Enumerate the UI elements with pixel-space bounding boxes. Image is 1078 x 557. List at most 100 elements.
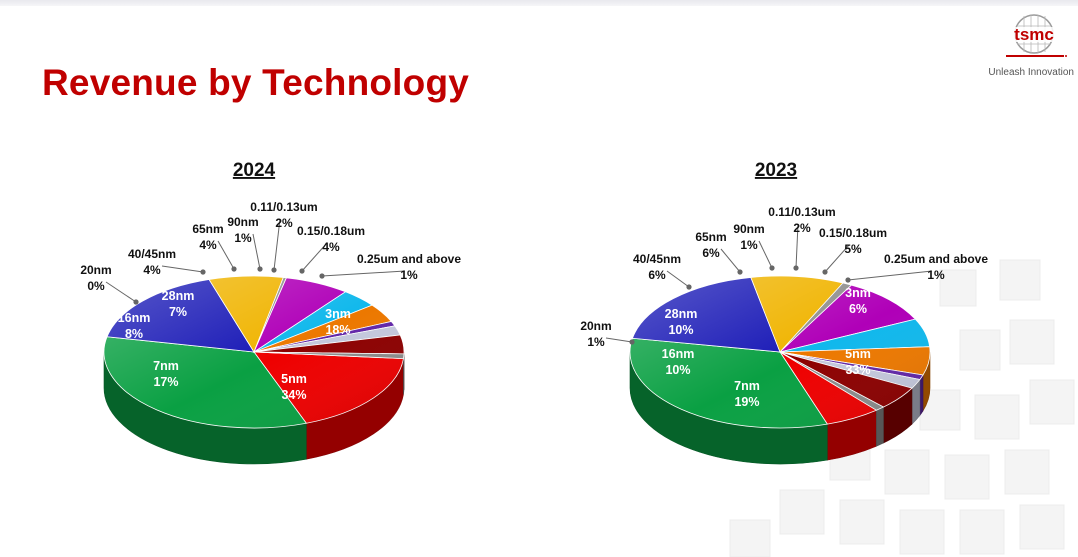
leader-line bbox=[758, 240, 773, 269]
leader-line bbox=[217, 240, 235, 270]
leader-dot bbox=[231, 266, 237, 272]
pie-chart-2024: 20243nm18%5nm34%7nm17%16nm8%20nm0%28nm7%… bbox=[80, 160, 461, 465]
leader-dot bbox=[793, 265, 799, 271]
leader-dot bbox=[769, 265, 775, 271]
label-value: 4% bbox=[199, 238, 217, 252]
pie-side-90nm bbox=[919, 373, 924, 417]
label-category: 0.15/0.18um bbox=[819, 226, 887, 240]
label-value: 1% bbox=[927, 268, 945, 282]
label-category: 0.11/0.13um bbox=[768, 205, 835, 219]
data-label-0-11-0-13um: 0.11/0.13um 2% bbox=[250, 200, 318, 273]
data-label-0-15-0-18um: 0.15/0.18um 4% bbox=[297, 224, 365, 274]
chart-title: 2023 bbox=[755, 160, 797, 181]
label-category: 90nm bbox=[227, 215, 258, 229]
data-label-16nm: 16nm 8% bbox=[118, 311, 151, 341]
label-value: 34% bbox=[281, 388, 306, 402]
label-value: 1% bbox=[587, 335, 605, 349]
label-value: 2% bbox=[275, 216, 293, 230]
leader-dot bbox=[822, 269, 828, 275]
data-label-20nm: 20nm 0% bbox=[80, 263, 139, 305]
label-category: 28nm bbox=[162, 289, 195, 303]
label-category: 20nm bbox=[580, 319, 611, 333]
label-value: 4% bbox=[143, 263, 161, 277]
data-label-40-45nm: 40/45nm 4% bbox=[128, 247, 206, 277]
data-label-0-15-0-18um: 0.15/0.18um 5% bbox=[819, 226, 887, 275]
label-value: 10% bbox=[668, 323, 693, 337]
leader-line bbox=[847, 270, 933, 281]
label-value: 1% bbox=[740, 238, 758, 252]
data-label-90nm: 90nm 1% bbox=[227, 215, 263, 272]
label-value: 8% bbox=[125, 327, 143, 341]
leader-dot bbox=[200, 269, 206, 275]
leader-dot bbox=[133, 299, 139, 305]
tsmc-wafer-logo-icon: tsmc bbox=[1004, 14, 1067, 57]
leader-line bbox=[321, 270, 406, 277]
label-value: 6% bbox=[702, 246, 720, 260]
data-label-0-25um-and-above: 0.25um and above 1% bbox=[319, 252, 461, 282]
data-label-65nm: 65nm 6% bbox=[695, 230, 743, 275]
label-category: 40/45nm bbox=[633, 252, 681, 266]
label-value: 2% bbox=[793, 221, 811, 235]
label-value: 4% bbox=[322, 240, 340, 254]
label-value: 1% bbox=[234, 231, 252, 245]
chart-title: 2024 bbox=[233, 160, 276, 181]
label-value: 7% bbox=[169, 305, 187, 319]
pie-side-0-25um-and-above bbox=[876, 406, 884, 447]
leader-dot bbox=[319, 273, 325, 279]
top-border bbox=[0, 0, 1078, 6]
leader-dot bbox=[629, 339, 635, 345]
leader-dot bbox=[686, 284, 692, 290]
label-value: 18% bbox=[325, 323, 350, 337]
data-label-28nm: 28nm 7% bbox=[162, 289, 195, 319]
logo-tagline: Unleash Innovation bbox=[988, 67, 1074, 78]
data-label-28nm: 28nm 10% bbox=[665, 307, 698, 337]
label-category: 7nm bbox=[153, 359, 179, 373]
label-value: 10% bbox=[665, 363, 690, 377]
label-category: 5nm bbox=[281, 372, 307, 386]
label-category: 65nm bbox=[192, 222, 223, 236]
label-value: 17% bbox=[153, 375, 178, 389]
label-value: 0% bbox=[87, 279, 105, 293]
data-label-0-11-0-13um: 0.11/0.13um 2% bbox=[768, 205, 836, 271]
leader-line bbox=[795, 223, 799, 269]
label-value: 1% bbox=[400, 268, 418, 282]
label-value: 6% bbox=[648, 268, 666, 282]
data-label-90nm: 90nm 1% bbox=[733, 222, 775, 271]
label-category: 7nm bbox=[734, 379, 760, 393]
leader-line bbox=[301, 242, 328, 272]
label-category: 0.15/0.18um bbox=[297, 224, 365, 238]
label-category: 90nm bbox=[733, 222, 764, 236]
label-category: 16nm bbox=[118, 311, 151, 325]
leader-dot bbox=[257, 266, 263, 272]
label-category: 3nm bbox=[325, 307, 351, 321]
label-category: 5nm bbox=[845, 347, 871, 361]
label-category: 65nm bbox=[695, 230, 726, 244]
label-value: 33% bbox=[845, 363, 870, 377]
leader-line bbox=[252, 233, 261, 270]
leader-line bbox=[824, 244, 850, 273]
leader-dot bbox=[271, 267, 277, 273]
leader-line bbox=[105, 281, 137, 303]
leader-dot bbox=[845, 277, 851, 283]
leader-line bbox=[605, 337, 633, 343]
leader-line bbox=[161, 265, 204, 273]
label-category: 28nm bbox=[665, 307, 698, 321]
label-category: 16nm bbox=[662, 347, 695, 361]
leader-dot bbox=[299, 268, 305, 274]
label-category: 40/45nm bbox=[128, 247, 176, 261]
leader-dot bbox=[737, 269, 743, 275]
slide-title: Revenue by Technology bbox=[42, 62, 470, 103]
label-category: 0.25um and above bbox=[884, 252, 988, 266]
label-category: 3nm bbox=[845, 286, 871, 300]
label-category: 20nm bbox=[80, 263, 111, 277]
label-value: 6% bbox=[849, 302, 867, 316]
label-value: 5% bbox=[844, 242, 862, 256]
data-label-65nm: 65nm 4% bbox=[192, 222, 237, 272]
data-label-16nm: 16nm 10% bbox=[662, 347, 695, 377]
